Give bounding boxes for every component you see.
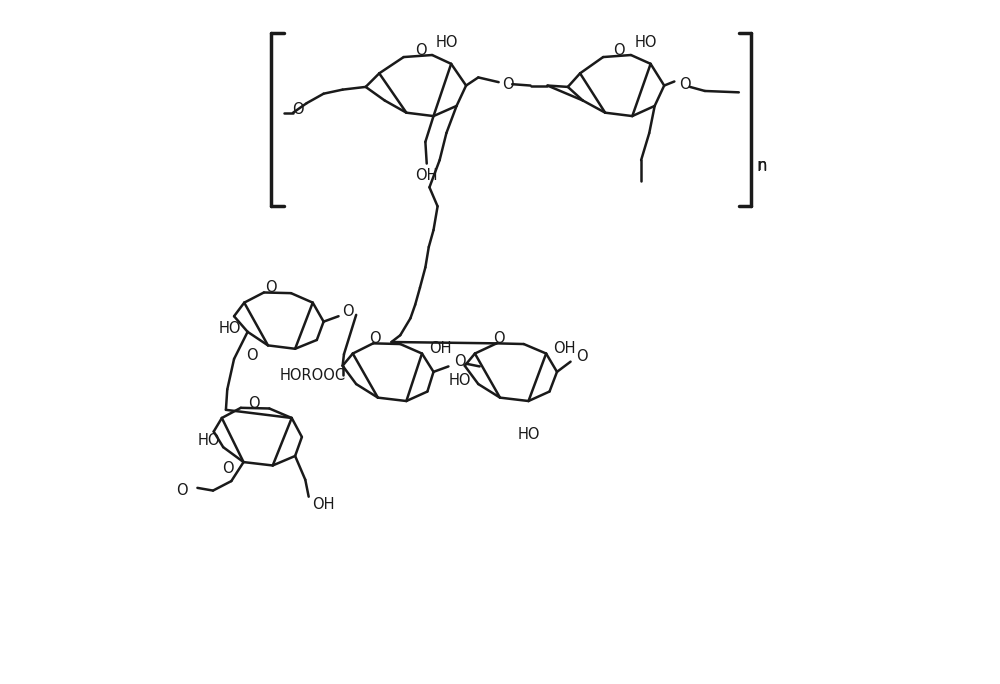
Text: OH: OH xyxy=(415,168,438,183)
Text: OH: OH xyxy=(553,341,575,356)
Text: O: O xyxy=(415,43,426,57)
Text: n: n xyxy=(757,158,767,173)
Text: HO: HO xyxy=(197,433,220,448)
Text: HOROOC: HOROOC xyxy=(280,369,346,384)
Text: O: O xyxy=(369,331,380,346)
Text: O: O xyxy=(265,280,276,295)
Text: O: O xyxy=(246,348,258,363)
Text: O: O xyxy=(292,102,303,117)
Text: O: O xyxy=(493,331,504,346)
Text: OH: OH xyxy=(429,341,451,356)
Text: O: O xyxy=(576,350,588,365)
Text: O: O xyxy=(502,77,514,92)
Text: HO: HO xyxy=(218,321,241,336)
Text: HO: HO xyxy=(634,36,657,51)
Text: O: O xyxy=(614,43,625,57)
Text: HO: HO xyxy=(449,373,472,389)
Text: O: O xyxy=(222,462,233,476)
Text: HO: HO xyxy=(517,428,540,443)
Text: O: O xyxy=(454,354,465,369)
Text: HO: HO xyxy=(436,36,458,51)
Text: O: O xyxy=(679,77,691,92)
Text: O: O xyxy=(176,483,188,498)
Text: O: O xyxy=(343,304,354,319)
Text: O: O xyxy=(249,395,260,410)
Text: OH: OH xyxy=(312,497,335,512)
Text: n: n xyxy=(757,157,767,174)
